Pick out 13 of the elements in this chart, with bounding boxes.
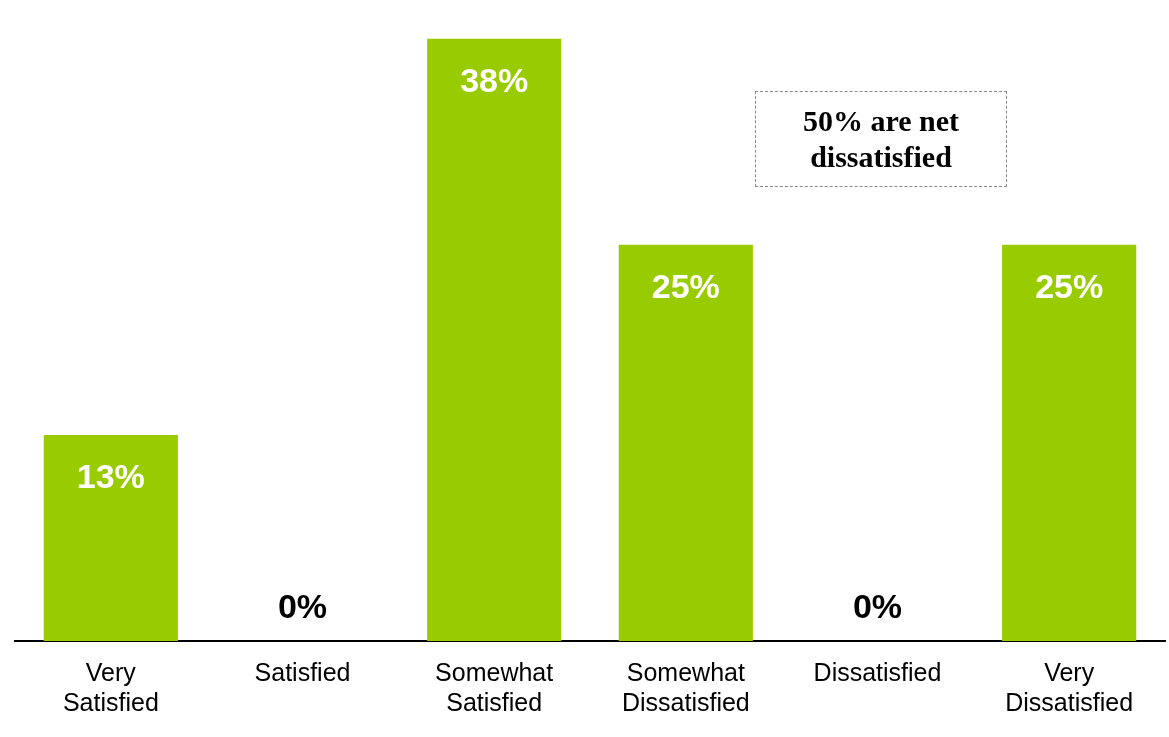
x-tick-label: Dissatisfied: [813, 657, 942, 686]
annotation: 50% are net dissatisfied: [755, 91, 1007, 187]
x-tick-label: Very Satisfied: [62, 657, 159, 716]
data-label: 0%: [852, 587, 903, 626]
x-tick-label: Satisfied: [254, 657, 351, 686]
x-tick-label: Somewhat Dissatisfied: [621, 657, 750, 716]
data-label: 38%: [460, 61, 529, 100]
x-tick-label: Very Dissatisfied: [1005, 657, 1134, 716]
data-label: 0%: [277, 587, 328, 626]
x-tick-label: Somewhat Satisfied: [435, 657, 554, 716]
data-label: 13%: [76, 457, 145, 496]
data-label: 25%: [651, 267, 720, 306]
data-label: 25%: [1035, 267, 1104, 306]
